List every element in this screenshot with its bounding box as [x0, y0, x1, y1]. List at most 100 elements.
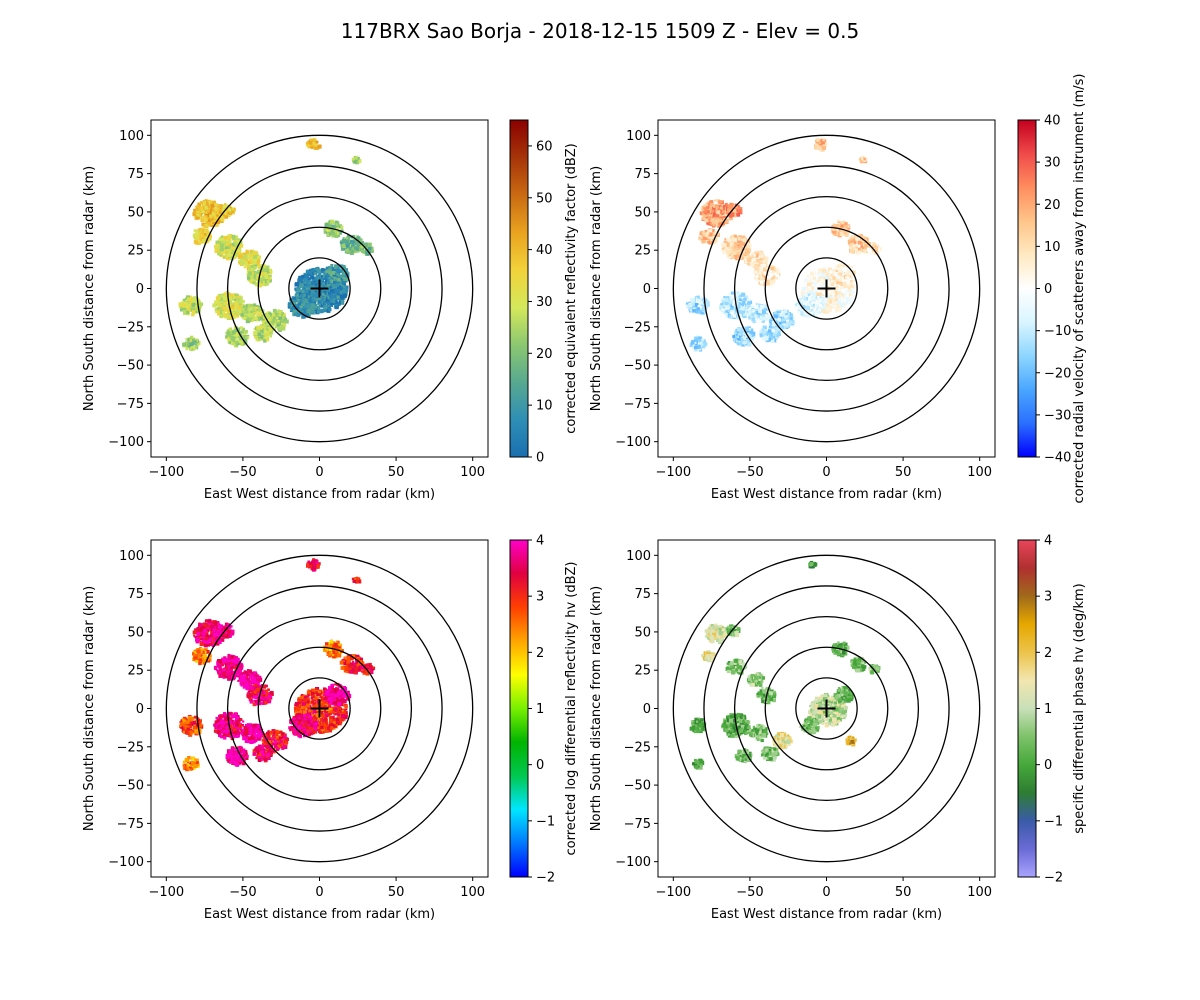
echo-pixel	[316, 305, 321, 310]
echo-pixel	[338, 298, 342, 302]
echo-pixel	[243, 252, 246, 256]
echo-pixel	[364, 249, 368, 253]
echo-pixel	[370, 249, 374, 253]
echo-pixel	[743, 239, 747, 243]
echo-pixel	[302, 315, 306, 319]
echo-pixel	[189, 299, 193, 303]
echo-pixel	[256, 325, 261, 330]
echo-pixel	[714, 230, 719, 235]
echo-pixel	[228, 245, 232, 250]
echo-pixel	[709, 241, 713, 245]
echo-pixel	[212, 208, 217, 213]
echo-pixel	[239, 331, 242, 334]
echo-pixel	[700, 308, 705, 313]
echo-pixel	[344, 240, 349, 245]
echo-pixel	[718, 217, 721, 221]
echo-pixel	[196, 310, 200, 314]
echo-pixel	[269, 276, 272, 279]
echo-pixel	[741, 336, 746, 341]
echo-pixel	[330, 264, 334, 268]
echo-pixel	[223, 305, 227, 308]
echo-pixel	[255, 337, 260, 341]
echo-pixel	[239, 299, 244, 304]
y-tick-label: −25	[117, 320, 144, 335]
echo-pixel	[266, 328, 271, 332]
echo-pixel	[706, 210, 710, 214]
echo-pixel	[207, 221, 211, 225]
echo-pixel	[327, 281, 330, 284]
echo-pixel	[791, 320, 794, 323]
echo-pixel	[693, 345, 698, 350]
echo-pixel	[741, 300, 746, 305]
echo-pixel	[749, 262, 753, 265]
echo-pixel	[710, 205, 713, 207]
echo-pixel	[746, 253, 750, 257]
echo-pixel	[307, 298, 310, 301]
echo-pixel	[305, 284, 309, 288]
echo-pixel	[194, 342, 198, 346]
echo-pixel	[204, 199, 208, 203]
echo-pixel	[281, 312, 284, 315]
echo-pixel	[314, 143, 318, 147]
echo-pixel	[264, 279, 269, 284]
range-ring	[196, 165, 443, 412]
echo-pixel	[301, 290, 305, 294]
echo-pixel	[712, 223, 715, 227]
echo-pixel	[767, 278, 771, 282]
panel-top-right: −100 −50 0 50 100−100−75−50−250255075100East…	[589, 74, 1087, 504]
echo-pixel	[274, 310, 278, 313]
echo-pixel	[266, 280, 270, 283]
echo-pixel	[737, 327, 741, 332]
echo-pixel	[751, 333, 754, 336]
echo-cell	[725, 202, 743, 218]
echo-pixel	[333, 280, 337, 284]
echo-pixel	[317, 310, 320, 314]
echo-pixel	[200, 230, 203, 233]
echo-pixel	[209, 216, 214, 221]
echo-pixel	[245, 254, 250, 259]
echo-pixel	[234, 241, 238, 245]
echo-pixel	[231, 293, 235, 297]
echo-pixel	[299, 309, 302, 312]
echo-pixel	[216, 214, 219, 217]
echo-pixel	[747, 342, 752, 347]
echo-pixel	[726, 305, 730, 309]
echo-pixel	[305, 295, 310, 300]
echo-pixel	[338, 269, 343, 273]
echo-cell	[719, 291, 753, 320]
echo-pixel	[306, 277, 310, 281]
echo-pixel	[255, 306, 259, 310]
echo-pixel	[750, 337, 755, 341]
echo-pixel	[228, 300, 232, 304]
echo-pixel	[266, 270, 270, 274]
echo-pixel	[323, 270, 327, 274]
echo-pixel	[759, 276, 763, 279]
echo-pixel	[351, 250, 354, 253]
echo-pixel	[312, 145, 315, 148]
echo-pixel	[696, 307, 700, 311]
echo-pixel	[190, 307, 195, 312]
echo-pixel	[225, 307, 228, 310]
echo-pixel	[198, 215, 201, 218]
echo-pixel	[724, 202, 728, 206]
echo-pixel	[267, 332, 270, 335]
echo-pixel	[712, 221, 715, 225]
echo-pixel	[330, 219, 335, 224]
echo-pixel	[329, 229, 334, 234]
echo-pixel	[688, 307, 692, 311]
echo-pixel	[331, 299, 336, 303]
echo-pixel	[736, 252, 739, 255]
echo-pixel	[694, 347, 698, 352]
echo-pixel	[321, 279, 324, 281]
echo-pixel	[264, 271, 267, 274]
echo-pixel	[732, 335, 736, 338]
echo-pixel	[247, 276, 251, 280]
echo-pixel	[226, 245, 229, 249]
echo-pixel	[715, 221, 720, 226]
echo-pixel	[186, 338, 190, 342]
echo-pixel	[360, 245, 364, 249]
echo-pixel	[217, 302, 222, 307]
echo-pixel	[754, 253, 759, 258]
echo-pixel	[248, 258, 251, 261]
echo-pixel	[204, 218, 208, 222]
